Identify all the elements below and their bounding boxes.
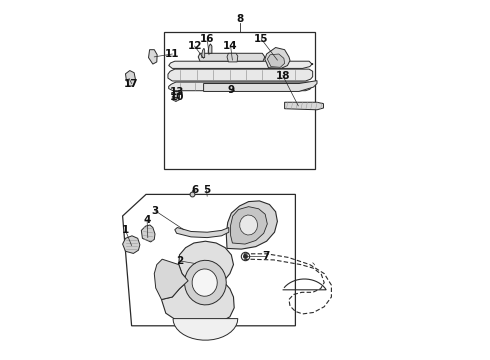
Polygon shape bbox=[202, 48, 205, 58]
Text: 13: 13 bbox=[170, 87, 185, 97]
Polygon shape bbox=[185, 260, 226, 305]
Polygon shape bbox=[168, 69, 313, 81]
Text: 4: 4 bbox=[144, 215, 151, 225]
Polygon shape bbox=[198, 53, 265, 61]
Polygon shape bbox=[226, 201, 277, 249]
Polygon shape bbox=[227, 53, 238, 62]
Text: 15: 15 bbox=[254, 34, 269, 44]
Polygon shape bbox=[268, 54, 285, 67]
Polygon shape bbox=[125, 71, 136, 86]
Polygon shape bbox=[122, 236, 140, 253]
Polygon shape bbox=[141, 225, 155, 242]
Polygon shape bbox=[285, 102, 323, 110]
Polygon shape bbox=[231, 207, 268, 244]
Polygon shape bbox=[204, 81, 317, 91]
Bar bbox=[164, 32, 315, 169]
Polygon shape bbox=[148, 50, 157, 64]
Text: 5: 5 bbox=[203, 185, 210, 195]
Text: 3: 3 bbox=[151, 206, 159, 216]
Text: 16: 16 bbox=[200, 34, 215, 44]
Polygon shape bbox=[173, 319, 238, 340]
Text: 7: 7 bbox=[262, 251, 270, 261]
Polygon shape bbox=[208, 44, 212, 53]
Polygon shape bbox=[240, 215, 258, 235]
Text: 1: 1 bbox=[122, 225, 129, 235]
Text: 6: 6 bbox=[192, 185, 199, 195]
Text: 14: 14 bbox=[223, 41, 238, 51]
Text: 9: 9 bbox=[228, 85, 235, 95]
Text: 12: 12 bbox=[187, 41, 202, 51]
Text: 8: 8 bbox=[236, 14, 243, 24]
Text: 18: 18 bbox=[275, 71, 290, 81]
Polygon shape bbox=[169, 61, 313, 68]
Polygon shape bbox=[169, 82, 312, 91]
Text: 10: 10 bbox=[170, 92, 185, 102]
Polygon shape bbox=[172, 96, 179, 102]
Polygon shape bbox=[265, 48, 290, 68]
Polygon shape bbox=[175, 228, 229, 238]
Text: 2: 2 bbox=[176, 256, 184, 266]
Polygon shape bbox=[154, 259, 188, 300]
Polygon shape bbox=[162, 241, 234, 325]
Text: 11: 11 bbox=[165, 49, 179, 59]
Text: 17: 17 bbox=[124, 78, 139, 89]
Polygon shape bbox=[192, 269, 217, 296]
